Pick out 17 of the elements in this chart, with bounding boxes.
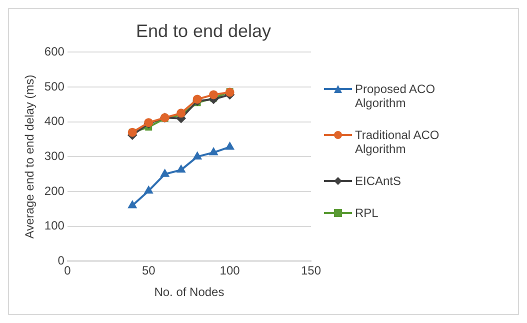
y-tick-label: 100 bbox=[44, 218, 65, 233]
y-tick-label: 0 bbox=[58, 254, 65, 268]
legend-label: EICAntS bbox=[355, 174, 402, 188]
x-tick-label: 100 bbox=[220, 264, 240, 278]
chart-title: End to end delay bbox=[134, 21, 272, 42]
y-axis-title: Average end to end delay (ms) bbox=[22, 74, 37, 239]
y-tick-label: 600 bbox=[44, 44, 65, 59]
y-tick-label: 200 bbox=[44, 184, 65, 198]
y-tick-label: 300 bbox=[44, 149, 65, 164]
legend-label: RPL bbox=[355, 206, 378, 220]
x-axis-title: No. of Nodes bbox=[154, 285, 224, 300]
legend-label: Traditional ACO Algorithm bbox=[355, 128, 440, 156]
x-tick-label: 150 bbox=[300, 264, 322, 278]
x-tick-label: 50 bbox=[142, 264, 156, 278]
y-tick-label: 400 bbox=[44, 114, 65, 128]
legend-label: Proposed ACO Algorithm bbox=[355, 82, 436, 110]
y-tick-label: 500 bbox=[44, 79, 65, 94]
